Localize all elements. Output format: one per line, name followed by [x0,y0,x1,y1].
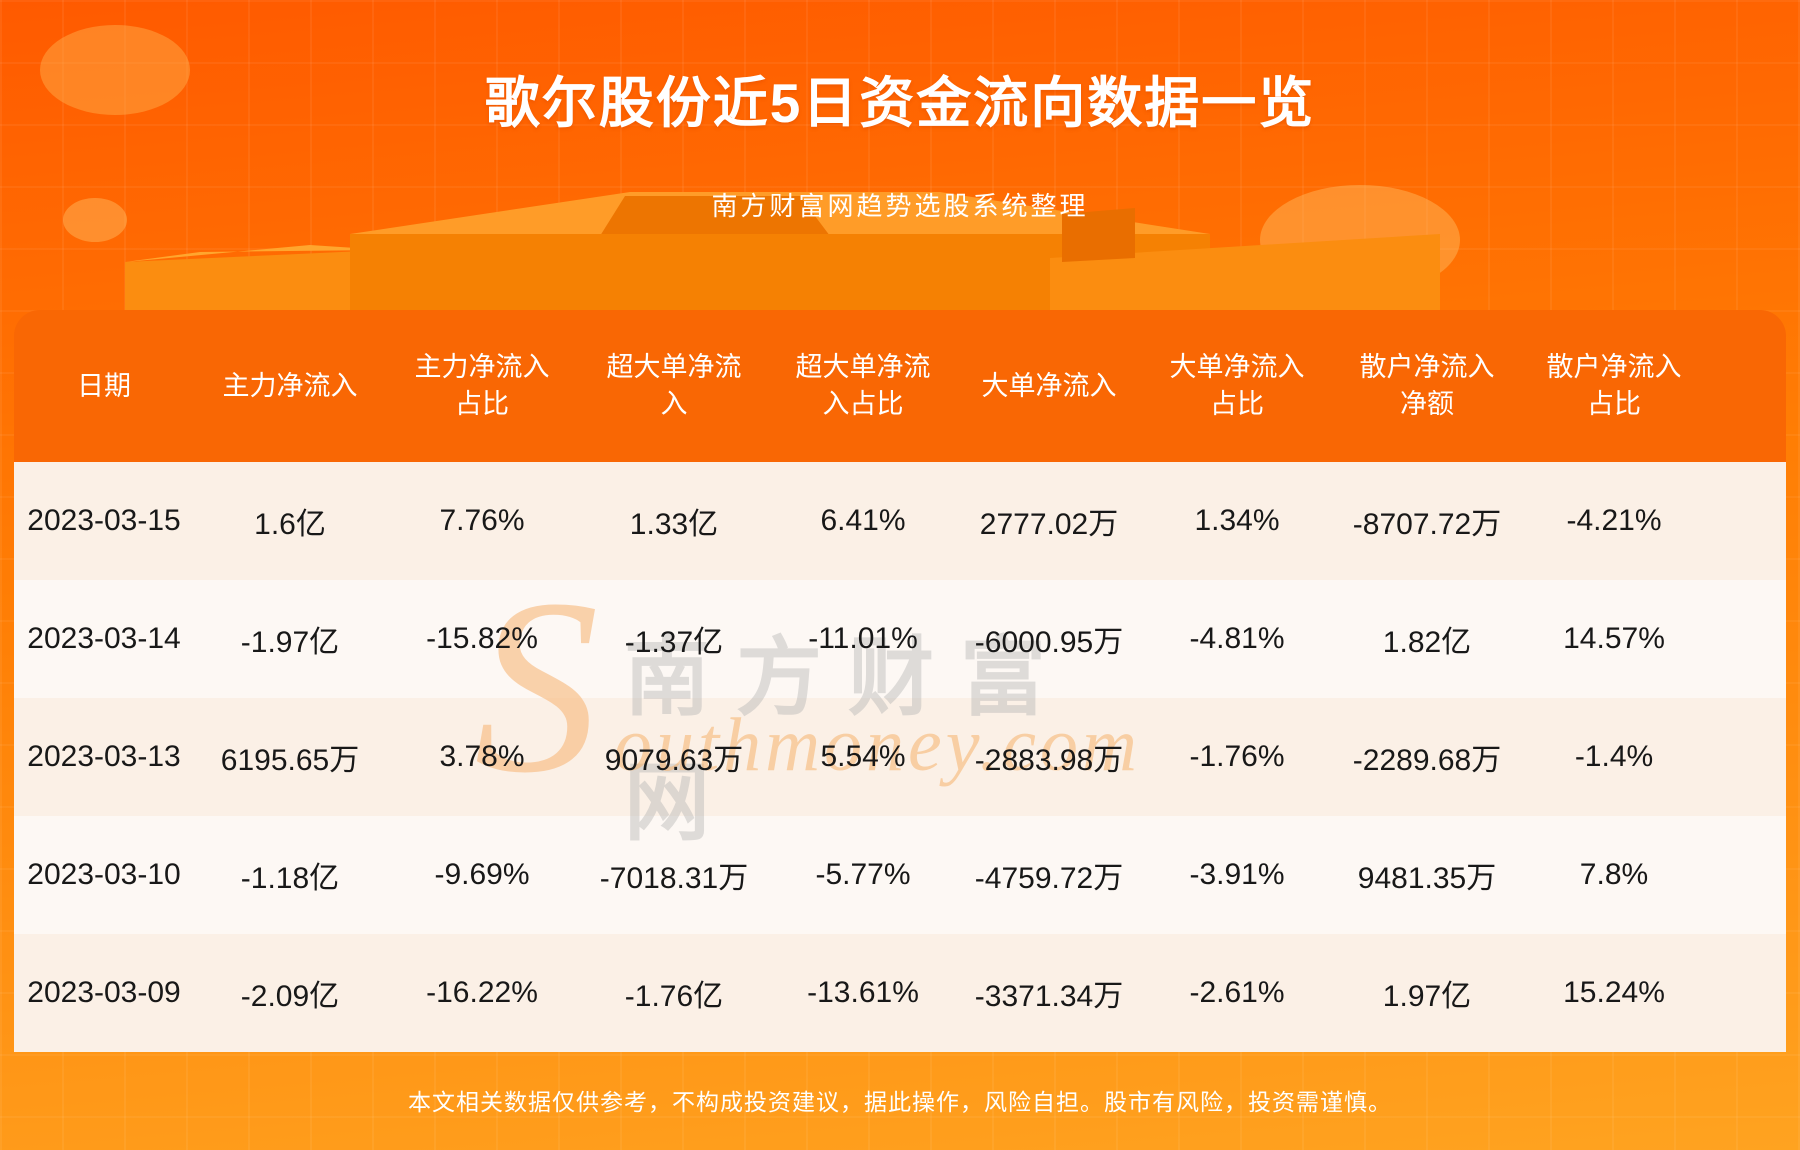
fund-flow-table: 日期 主力净流入 主力净流入 占比 超大单净流 入 超大单净流 入占比 大单净流… [14,310,1786,1052]
cell-xlarge-net-inflow: -1.37亿 [624,626,724,659]
cell-large-net-inflow-pct: -1.76% [1189,740,1285,773]
cell-main-net-inflow: -1.18亿 [240,862,340,895]
cell-xlarge-net-inflow: -1.76亿 [624,980,724,1013]
cell-retail-net-inflow: 1.97亿 [1382,980,1472,1013]
cell-main-net-inflow: 6195.65万 [220,744,360,777]
header-cell-large-net-inflow-pct: 大单净流入 占比 [1169,352,1305,419]
cell-retail-net-inflow-pct: 7.8% [1579,858,1649,891]
table-row: 2023-03-13 6195.65万 3.78% 9079.63万 5.54%… [14,698,1786,816]
cell-main-net-inflow-pct: -15.82% [426,622,538,655]
cell-main-net-inflow-pct: -9.69% [434,858,530,891]
cell-xlarge-net-inflow-pct: -11.01% [808,622,918,655]
page-subtitle: 南方财富网趋势选股系统整理 [711,191,1089,221]
header-cell-retail-net-inflow-pct: 散户净流入 占比 [1546,352,1682,419]
cell-retail-net-inflow-pct: 15.24% [1563,976,1665,1009]
cell-xlarge-net-inflow: 9079.63万 [604,744,744,777]
cell-xlarge-net-inflow-pct: -13.61% [807,976,919,1009]
cell-retail-net-inflow: -8707.72万 [1352,508,1502,541]
cell-main-net-inflow-pct: 7.76% [439,504,525,537]
table-row: 2023-03-14 -1.97亿 -15.82% -1.37亿 -11.01%… [14,580,1786,698]
table-row: 2023-03-10 -1.18亿 -9.69% -7018.31万 -5.77… [14,816,1786,934]
cell-large-net-inflow: -3371.34万 [974,980,1124,1013]
cell-large-net-inflow: -4759.72万 [974,862,1124,895]
cell-xlarge-net-inflow-pct: 6.41% [820,504,906,537]
disclaimer-text: 本文相关数据仅供参考，不构成投资建议，据此操作，风险自担。股市有风险，投资需谨慎… [408,1089,1392,1115]
cell-date: 2023-03-10 [27,858,181,891]
cell-xlarge-net-inflow: 1.33亿 [629,508,719,541]
cell-retail-net-inflow: 9481.35万 [1357,862,1497,895]
cell-large-net-inflow: 2777.02万 [979,508,1119,541]
table-row: 2023-03-15 1.6亿 7.76% 1.33亿 6.41% 2777.0… [14,462,1786,580]
cell-date: 2023-03-09 [27,976,181,1009]
table-row: 2023-03-09 -2.09亿 -16.22% -1.76亿 -13.61%… [14,934,1786,1052]
cell-date: 2023-03-13 [27,740,181,773]
cell-xlarge-net-inflow-pct: -5.77% [815,858,911,891]
cell-large-net-inflow: -2883.98万 [974,744,1124,777]
cell-large-net-inflow-pct: 1.34% [1194,504,1280,537]
cell-xlarge-net-inflow-pct: 5.54% [820,740,906,773]
cell-large-net-inflow-pct: -3.91% [1189,858,1285,891]
table-header-row: 日期 主力净流入 主力净流入 占比 超大单净流 入 超大单净流 入占比 大单净流… [14,310,1786,462]
page-title: 歌尔股份近5日资金流向数据一览 [484,72,1316,134]
cell-retail-net-inflow: 1.82亿 [1382,626,1472,659]
page-header: 歌尔股份近5日资金流向数据一览 南方财富网趋势选股系统整理 [0,0,1800,223]
cell-retail-net-inflow-pct: -4.21% [1566,504,1662,537]
header-cell-xlarge-net-inflow: 超大单净流 入 [606,352,742,419]
cell-main-net-inflow: -2.09亿 [240,980,340,1013]
cell-retail-net-inflow-pct: 14.57% [1563,622,1665,655]
header-cell-retail-net-inflow: 散户净流入 净额 [1359,352,1495,419]
header-cell-main-net-inflow: 主力净流入 [222,370,358,401]
cell-main-net-inflow-pct: 3.78% [439,740,525,773]
cell-retail-net-inflow: -2289.68万 [1352,744,1502,777]
header-cell-main-net-inflow-pct: 主力净流入 占比 [414,352,550,419]
table-body: S 南方财富网 outhmoney.com 2023-03-15 1.6亿 7.… [14,462,1786,1052]
header-cell-large-net-inflow: 大单净流入 [981,370,1117,401]
cell-main-net-inflow-pct: -16.22% [426,976,538,1009]
cell-date: 2023-03-15 [27,504,181,537]
header-cell-xlarge-net-inflow-pct: 超大单净流 入占比 [795,352,931,419]
cell-main-net-inflow: 1.6亿 [254,508,326,541]
cell-xlarge-net-inflow: -7018.31万 [599,862,749,895]
cell-main-net-inflow: -1.97亿 [240,626,340,659]
cell-large-net-inflow-pct: -4.81% [1189,622,1285,655]
cell-large-net-inflow: -6000.95万 [974,626,1124,659]
cell-large-net-inflow-pct: -2.61% [1189,976,1285,1009]
header-cell-date: 日期 [77,370,131,401]
cell-retail-net-inflow-pct: -1.4% [1574,740,1654,773]
cell-date: 2023-03-14 [27,622,181,655]
